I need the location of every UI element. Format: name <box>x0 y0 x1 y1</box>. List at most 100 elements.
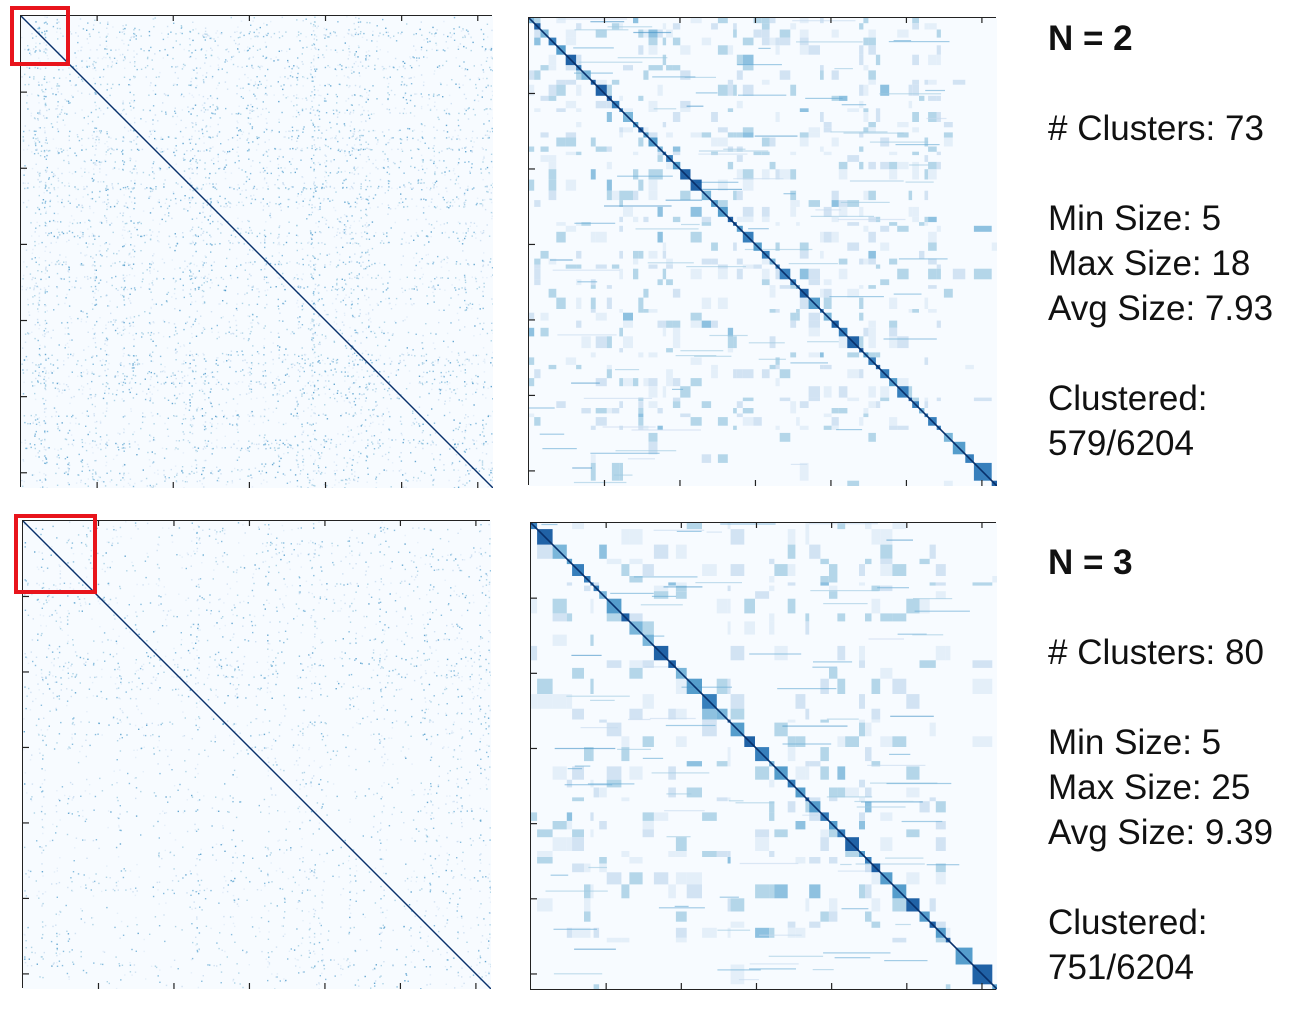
heatmap-cell <box>130 244 132 246</box>
heatmap-cell <box>365 226 368 228</box>
heatmap-cell <box>468 473 470 475</box>
heatmap-cell <box>461 67 463 69</box>
heatmap-cell <box>68 280 71 283</box>
heatmap-cell <box>152 162 154 165</box>
heatmap-cell <box>290 446 292 449</box>
heatmap-cell <box>122 320 124 323</box>
heatmap-cell <box>357 451 360 453</box>
heatmap-cell <box>119 472 121 475</box>
heatmap-cell <box>325 49 328 51</box>
heatmap-cell <box>384 153 386 155</box>
heatmap-cell <box>383 264 386 266</box>
heatmap-cell <box>492 130 493 133</box>
heatmap-cell <box>131 267 133 270</box>
heatmap-cell <box>247 46 249 48</box>
heatmap-cell <box>365 55 367 57</box>
heatmap-cell <box>490 108 493 111</box>
heatmap-cell <box>465 358 467 360</box>
heatmap-cell <box>34 143 37 145</box>
heatmap-cell <box>405 303 407 305</box>
heatmap-cell <box>146 485 148 487</box>
heatmap-cell <box>422 206 425 209</box>
heatmap-cell <box>113 149 115 151</box>
heatmap-cell <box>196 115 198 117</box>
heatmap-cell <box>97 289 99 292</box>
heatmap-cell <box>247 117 250 119</box>
heatmap-cell <box>195 86 197 89</box>
heatmap-cell <box>417 139 419 141</box>
heatmap-cell <box>182 66 185 68</box>
heatmap-cell <box>368 425 371 427</box>
heatmap-cell <box>350 69 353 71</box>
heatmap-cell <box>457 445 459 447</box>
heatmap-cell <box>341 332 343 335</box>
heatmap-cell <box>217 153 219 156</box>
heatmap-cell <box>24 165 26 167</box>
heatmap-cell <box>403 184 405 186</box>
heatmap-cell <box>314 263 317 266</box>
heatmap-cell <box>46 109 48 112</box>
heatmap-cell <box>406 347 408 349</box>
heatmap-cell <box>314 459 316 461</box>
heatmap-cell <box>271 255 274 257</box>
heatmap-cell <box>94 101 96 104</box>
heatmap-cell <box>247 475 249 477</box>
heatmap-cell <box>56 382 59 385</box>
heatmap-cell <box>441 259 443 262</box>
heatmap-cell <box>262 171 265 173</box>
heatmap-cell <box>205 57 207 59</box>
heatmap-cell <box>347 430 350 432</box>
heatmap-cell <box>264 325 266 327</box>
heatmap-cell <box>458 86 461 89</box>
heatmap-cell <box>34 295 36 297</box>
heatmap-cell <box>155 188 157 190</box>
heatmap-cell <box>223 289 225 291</box>
heatmap-cell <box>164 480 166 482</box>
heatmap-cell <box>249 261 252 264</box>
heatmap-cell <box>39 127 41 129</box>
heatmap-cell <box>43 192 45 194</box>
heatmap-cell <box>263 131 265 133</box>
heatmap-cell <box>158 199 160 201</box>
heatmap-cell <box>124 464 126 466</box>
heatmap-cell <box>433 378 436 381</box>
heatmap-cell <box>404 94 406 96</box>
heatmap-cell <box>71 416 73 418</box>
heatmap-cell <box>386 77 389 80</box>
heatmap-cell <box>335 444 338 446</box>
heatmap-cell <box>409 186 412 189</box>
heatmap-cell <box>400 452 402 454</box>
heatmap-cell <box>456 359 458 361</box>
heatmap-cell <box>264 289 266 292</box>
heatmap-cell <box>445 358 448 360</box>
heatmap-cell <box>174 154 176 157</box>
heatmap-cell <box>67 463 69 466</box>
heatmap-cell <box>311 147 313 150</box>
heatmap-cell <box>205 428 207 430</box>
heatmap-cell <box>357 243 360 245</box>
heatmap-cell <box>388 303 390 305</box>
heatmap-cell <box>196 471 198 473</box>
heatmap-cell <box>425 218 427 221</box>
heatmap-cell <box>335 266 338 268</box>
heatmap-cell <box>310 454 312 457</box>
heatmap-cell <box>22 459 24 461</box>
heatmap-cell <box>430 474 432 476</box>
heatmap-cell <box>353 289 355 291</box>
heatmap-cell <box>79 222 81 224</box>
heatmap-cell <box>464 147 466 149</box>
heatmap-cell <box>129 478 132 480</box>
heatmap-cell <box>102 397 105 400</box>
heatmap-cell <box>92 264 94 266</box>
heatmap-cell <box>265 382 267 384</box>
heatmap-cell <box>99 221 101 223</box>
heatmap-cell <box>278 155 280 158</box>
heatmap-cell <box>242 369 244 371</box>
heatmap-cell <box>230 277 233 280</box>
heatmap-cell <box>188 409 191 411</box>
heatmap-cell <box>443 376 445 378</box>
heatmap-cell <box>351 34 353 37</box>
heatmap-cell <box>41 84 43 86</box>
heatmap-cell <box>230 203 232 205</box>
heatmap-cell <box>44 206 46 209</box>
